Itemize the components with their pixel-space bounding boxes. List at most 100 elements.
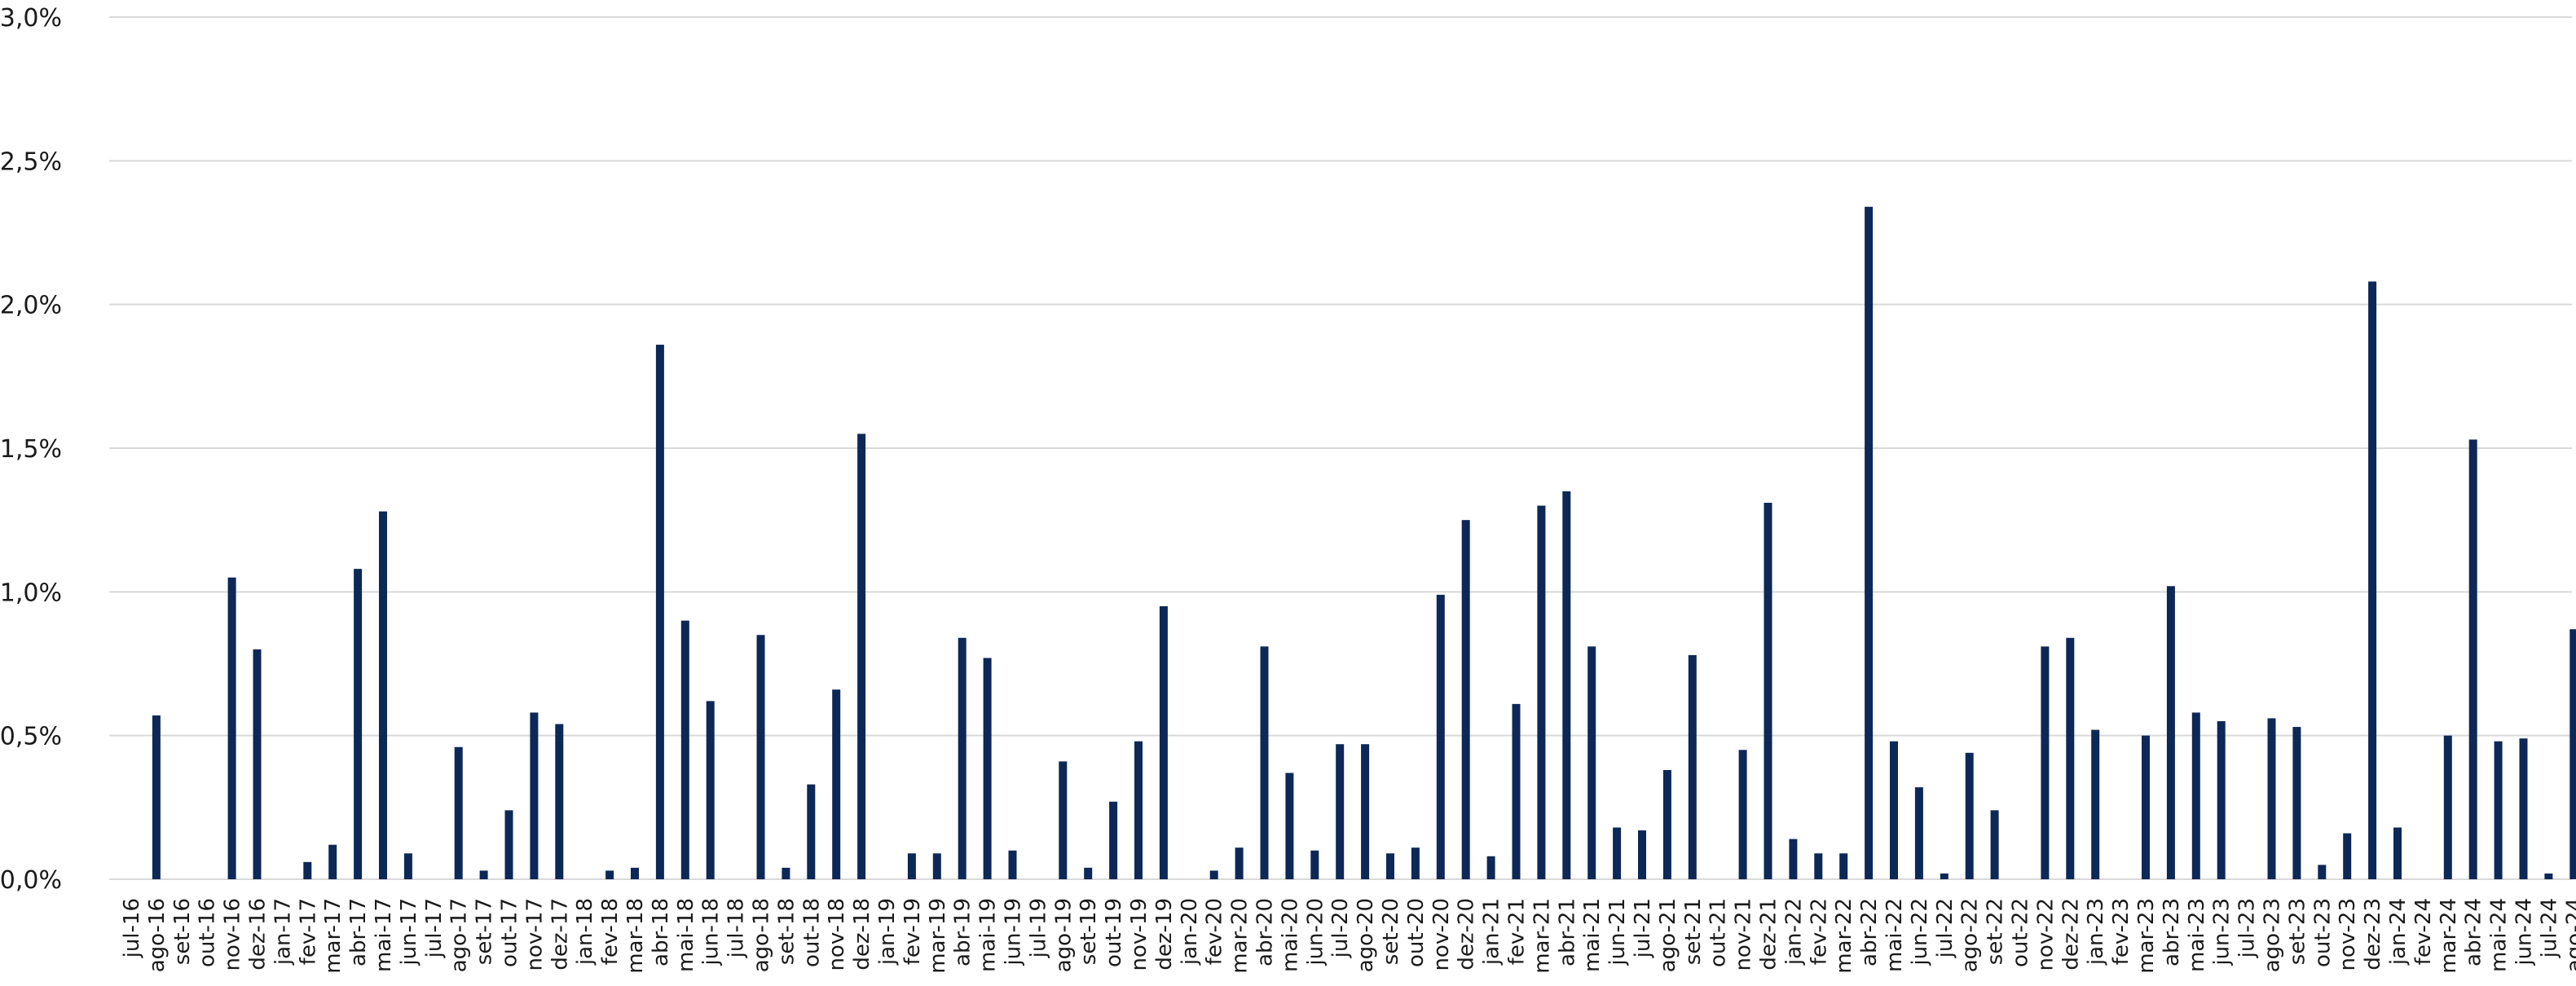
x-tick-label: fev-17 <box>296 898 320 965</box>
y-axis-ticks: 0,0% 0,5% 1,0% 1,5% 2,0% 2,5% 3,0% <box>0 4 62 895</box>
x-tick-label: jul-16 <box>120 898 144 958</box>
x-tick-label: dez-17 <box>548 898 572 971</box>
bar-dez-22 <box>2066 637 2075 879</box>
bar-out-19 <box>1109 801 1118 879</box>
bar-jun-21 <box>1613 827 1622 879</box>
x-tick-label: jul-24 <box>2537 898 2561 958</box>
bar-jul-20 <box>1336 744 1345 879</box>
x-tick-label: jan-23 <box>2084 898 2108 966</box>
bar-nov-17 <box>530 712 539 879</box>
bar-dez-20 <box>1461 520 1470 879</box>
bar-jun-23 <box>2217 721 2226 879</box>
bar-mai-24 <box>2494 741 2503 879</box>
bar-fev-20 <box>1209 870 1218 879</box>
x-tick-label: mai-23 <box>2185 898 2209 972</box>
x-tick-label: abr-23 <box>2160 898 2184 966</box>
y-tick-label: 3,0% <box>0 4 62 33</box>
bar-jul-24 <box>2544 873 2553 879</box>
y-tick-label: 0,5% <box>0 723 62 751</box>
bar-mai-23 <box>2191 712 2200 879</box>
x-tick-label: ago-16 <box>145 898 170 972</box>
bar-dez-19 <box>1159 605 1168 879</box>
x-tick-label: set-19 <box>1077 898 1101 965</box>
bar-set-21 <box>1688 654 1697 879</box>
x-tick-label: nov-23 <box>2336 898 2360 971</box>
x-tick-label: set-17 <box>473 898 497 965</box>
bar-jan-23 <box>2091 729 2100 879</box>
x-tick-label: mai-17 <box>372 898 396 972</box>
bar-abr-21 <box>1562 491 1571 879</box>
bar-mai-22 <box>1890 741 1898 879</box>
x-tick-label: fev-23 <box>2109 898 2133 965</box>
bar-set-23 <box>2292 727 2301 879</box>
bar-mar-17 <box>328 844 337 879</box>
x-tick-label: nov-18 <box>825 898 849 971</box>
bar-fev-21 <box>1512 703 1521 879</box>
x-axis-ticks: jul-16 ago-16 set-16 out-16 nov-16 dez-16 jan-… <box>120 898 2576 974</box>
bar-set-19 <box>1084 867 1093 879</box>
bar-mai-21 <box>1587 646 1596 879</box>
bar-jun-18 <box>706 701 715 879</box>
x-tick-label: fev-22 <box>1807 898 1831 965</box>
bar-nov-16 <box>227 577 236 879</box>
x-tick-label: mar-21 <box>1530 898 1554 974</box>
x-tick-label: jul-17 <box>422 898 447 958</box>
bar-set-22 <box>1990 810 1999 879</box>
x-tick-label: dez-20 <box>1455 898 1479 971</box>
x-tick-label: mai-24 <box>2487 898 2512 972</box>
bar-ago-17 <box>454 746 463 879</box>
x-tick-label: abr-18 <box>649 898 673 966</box>
x-tick-label: mar-22 <box>1832 898 1856 974</box>
x-tick-label: jun-21 <box>1605 898 1630 966</box>
bar-jun-20 <box>1310 850 1319 879</box>
bar-out-23 <box>2318 865 2327 879</box>
bar-fev-18 <box>605 870 614 879</box>
x-tick-label: ago-20 <box>1354 898 1378 972</box>
bar-nov-19 <box>1134 741 1143 879</box>
x-tick-label: mai-22 <box>1882 898 1907 972</box>
x-tick-label: ago-22 <box>1958 898 1983 972</box>
bar-fev-22 <box>1814 853 1823 879</box>
bar-abr-24 <box>2468 439 2477 879</box>
bar-mai-20 <box>1285 773 1294 879</box>
bar-abr-19 <box>958 637 967 879</box>
x-tick-label: ago-23 <box>2261 898 2285 972</box>
bar-nov-18 <box>832 689 841 879</box>
bar-abr-17 <box>354 569 363 879</box>
bar-nov-23 <box>2343 833 2352 879</box>
x-tick-label: dez-18 <box>850 898 874 971</box>
bars <box>152 206 2576 879</box>
x-tick-label: fev-20 <box>1203 898 1227 965</box>
y-tick-label: 2,5% <box>0 147 62 176</box>
bar-jun-24 <box>2519 738 2528 879</box>
bar-mar-22 <box>1839 853 1848 879</box>
bar-dez-16 <box>253 649 262 879</box>
gridlines <box>109 16 2572 880</box>
bar-jul-21 <box>1638 830 1646 879</box>
bar-mar-20 <box>1235 847 1244 879</box>
x-tick-label: set-23 <box>2285 898 2310 965</box>
x-tick-label: dez-23 <box>2361 898 2385 971</box>
bar-mai-18 <box>680 620 689 879</box>
x-tick-label: jul-23 <box>2235 898 2260 958</box>
x-tick-label: jan-19 <box>875 898 900 966</box>
x-tick-label: jan-24 <box>2386 898 2411 966</box>
x-tick-label: set-22 <box>1984 898 2008 965</box>
bar-ago-19 <box>1059 761 1068 879</box>
x-tick-label: jan-20 <box>1178 898 1202 966</box>
x-tick-label: jan-17 <box>271 898 295 966</box>
x-tick-label: dez-19 <box>1152 898 1177 971</box>
bar-mai-17 <box>379 511 387 879</box>
x-tick-label: ago-17 <box>447 898 472 972</box>
bar-out-17 <box>504 810 513 879</box>
bar-abr-22 <box>1865 206 1874 879</box>
x-tick-label: jul-19 <box>1026 898 1050 958</box>
x-tick-label: jul-21 <box>1631 898 1655 958</box>
bar-dez-18 <box>857 434 866 879</box>
x-tick-label: out-21 <box>1706 898 1731 967</box>
bar-ago-20 <box>1361 744 1370 879</box>
x-tick-label: ago-21 <box>1656 898 1680 972</box>
x-tick-label: nov-17 <box>522 898 547 971</box>
bar-mar-19 <box>932 853 941 879</box>
